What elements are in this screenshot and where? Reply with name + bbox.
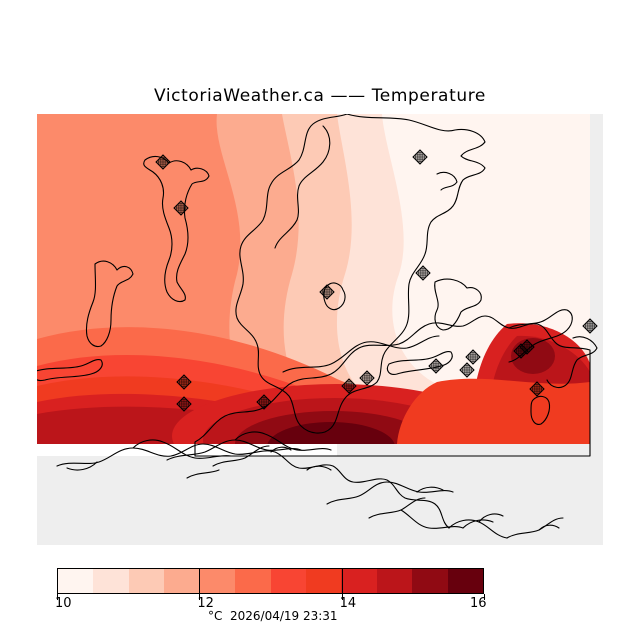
- station-diamond-marker[interactable]: [319, 284, 335, 300]
- contour-field: [37, 114, 590, 444]
- contour-band: [511, 338, 555, 374]
- colorbar-swatches: [57, 568, 484, 594]
- colorbar-tick: [199, 594, 201, 600]
- colorbar-units-timestamp: °C 2026/04/19 23:31: [208, 609, 338, 623]
- colorbar-divider: [199, 568, 201, 594]
- station-marker-shape: [582, 318, 598, 334]
- station-diamond-marker[interactable]: [529, 381, 545, 397]
- colorbar-tick-label: 10: [55, 596, 72, 611]
- colorbar-swatch: [447, 569, 484, 593]
- station-diamond-marker[interactable]: [176, 374, 192, 390]
- station-diamond-marker[interactable]: [459, 362, 475, 378]
- colorbar-swatch: [164, 569, 200, 593]
- colorbar-swatch: [128, 569, 165, 593]
- colorbar-tick-label: 14: [339, 596, 357, 611]
- contour-band: [397, 378, 590, 444]
- colorbar-swatch: [235, 569, 271, 593]
- contour-band: [267, 422, 395, 444]
- station-diamond-marker[interactable]: [415, 265, 431, 281]
- colorbar-tick-label: 16: [470, 596, 487, 611]
- station-marker-shape: [415, 265, 431, 281]
- colorbar-tick: [57, 594, 58, 600]
- station-marker-shape: [513, 343, 529, 359]
- station-diamond-marker[interactable]: [256, 394, 272, 410]
- station-marker-shape: [319, 284, 335, 300]
- colorbar-swatch: [412, 569, 448, 593]
- map-panel[interactable]: [37, 114, 603, 545]
- station-diamond-marker[interactable]: [428, 358, 444, 374]
- station-markers[interactable]: [155, 149, 598, 412]
- station-marker-shape: [459, 362, 475, 378]
- station-marker-shape: [529, 381, 545, 397]
- station-diamond-marker[interactable]: [359, 370, 375, 386]
- station-marker-shape: [412, 149, 428, 165]
- station-marker-shape: [176, 374, 192, 390]
- station-marker-shape: [155, 154, 171, 170]
- colorbar-swatch: [93, 569, 129, 593]
- colorbar[interactable]: [57, 568, 484, 594]
- colorbar-swatch: [199, 569, 236, 593]
- station-marker-shape: [428, 358, 444, 374]
- map-notch: [37, 444, 337, 456]
- station-diamond-marker[interactable]: [155, 154, 171, 170]
- station-marker-shape: [359, 370, 375, 386]
- station-marker-shape: [465, 349, 481, 365]
- station-diamond-marker[interactable]: [176, 396, 192, 412]
- coastlines: [37, 114, 598, 539]
- colorbar-swatch: [270, 569, 306, 593]
- station-diamond-marker[interactable]: [465, 349, 481, 365]
- colorbar-tick-label: 12: [197, 596, 214, 611]
- station-diamond-marker[interactable]: [412, 149, 428, 165]
- map-gutter-bottom: [37, 444, 603, 545]
- station-diamond-marker[interactable]: [341, 378, 357, 394]
- colorbar-divider: [341, 568, 343, 594]
- temperature-contour-map[interactable]: [37, 114, 603, 545]
- colorbar-swatch: [376, 569, 413, 593]
- station-marker-shape: [176, 396, 192, 412]
- station-diamond-marker[interactable]: [582, 318, 598, 334]
- page-title: VictoriaWeather.ca —— Temperature: [153, 86, 486, 106]
- map-gutter-right: [590, 114, 603, 444]
- colorbar-tick: [484, 594, 485, 600]
- station-diamond-marker[interactable]: [513, 343, 529, 359]
- station-diamond-marker[interactable]: [173, 200, 189, 216]
- colorbar-tick: [341, 594, 343, 600]
- colorbar-swatch: [341, 569, 377, 593]
- station-marker-shape: [256, 394, 272, 410]
- contour-band: [382, 114, 590, 389]
- colorbar-swatch: [58, 569, 94, 593]
- station-marker-shape: [173, 200, 189, 216]
- colorbar-swatch: [305, 569, 342, 593]
- station-marker-shape: [341, 378, 357, 394]
